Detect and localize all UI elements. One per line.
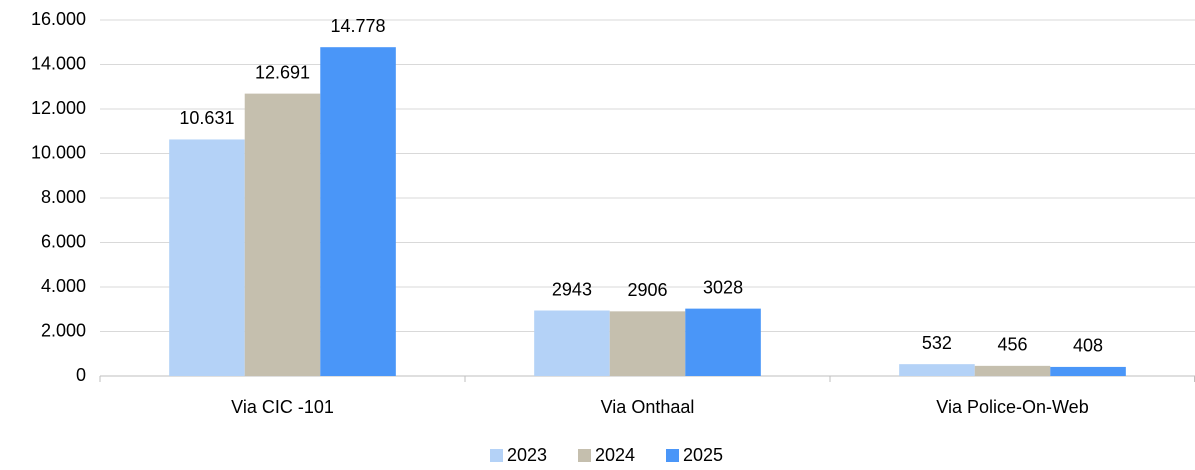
y-tick-label: 12.000 — [31, 98, 86, 118]
legend-swatch — [490, 449, 503, 462]
y-tick-label: 16.000 — [31, 9, 86, 29]
y-tick-label: 14.000 — [31, 53, 86, 73]
bar — [974, 365, 1051, 376]
x-tick-label: Via Police-On-Web — [936, 397, 1088, 417]
data-label: 456 — [997, 335, 1027, 355]
bar — [1050, 366, 1126, 376]
legend-label: 2023 — [507, 445, 547, 465]
data-label: 14.778 — [331, 16, 386, 36]
legend-label: 2024 — [595, 445, 635, 465]
bar — [685, 308, 761, 376]
data-label: 408 — [1073, 336, 1103, 356]
data-label: 10.631 — [179, 108, 234, 128]
y-tick-label: 2.000 — [41, 320, 86, 340]
bar — [169, 139, 245, 376]
y-tick-label: 4.000 — [41, 276, 86, 296]
legend-label: 2025 — [683, 445, 723, 465]
y-tick-label: 6.000 — [41, 231, 86, 251]
x-tick-label: Via CIC -101 — [231, 397, 334, 417]
data-label: 3028 — [703, 277, 743, 297]
bar — [244, 93, 321, 377]
x-tick-label: Via Onthaal — [601, 397, 695, 417]
data-label: 12.691 — [255, 62, 310, 82]
data-label: 2943 — [552, 279, 592, 299]
bar — [320, 47, 396, 376]
bar — [609, 311, 686, 376]
bar — [899, 364, 975, 376]
legend-swatch — [666, 449, 679, 462]
data-label: 2906 — [627, 280, 667, 300]
y-tick-label: 8.000 — [41, 187, 86, 207]
y-tick-label: 0 — [76, 365, 86, 385]
bar — [534, 310, 610, 376]
data-label: 532 — [922, 333, 952, 353]
legend-swatch — [578, 449, 591, 462]
y-tick-label: 10.000 — [31, 142, 86, 162]
